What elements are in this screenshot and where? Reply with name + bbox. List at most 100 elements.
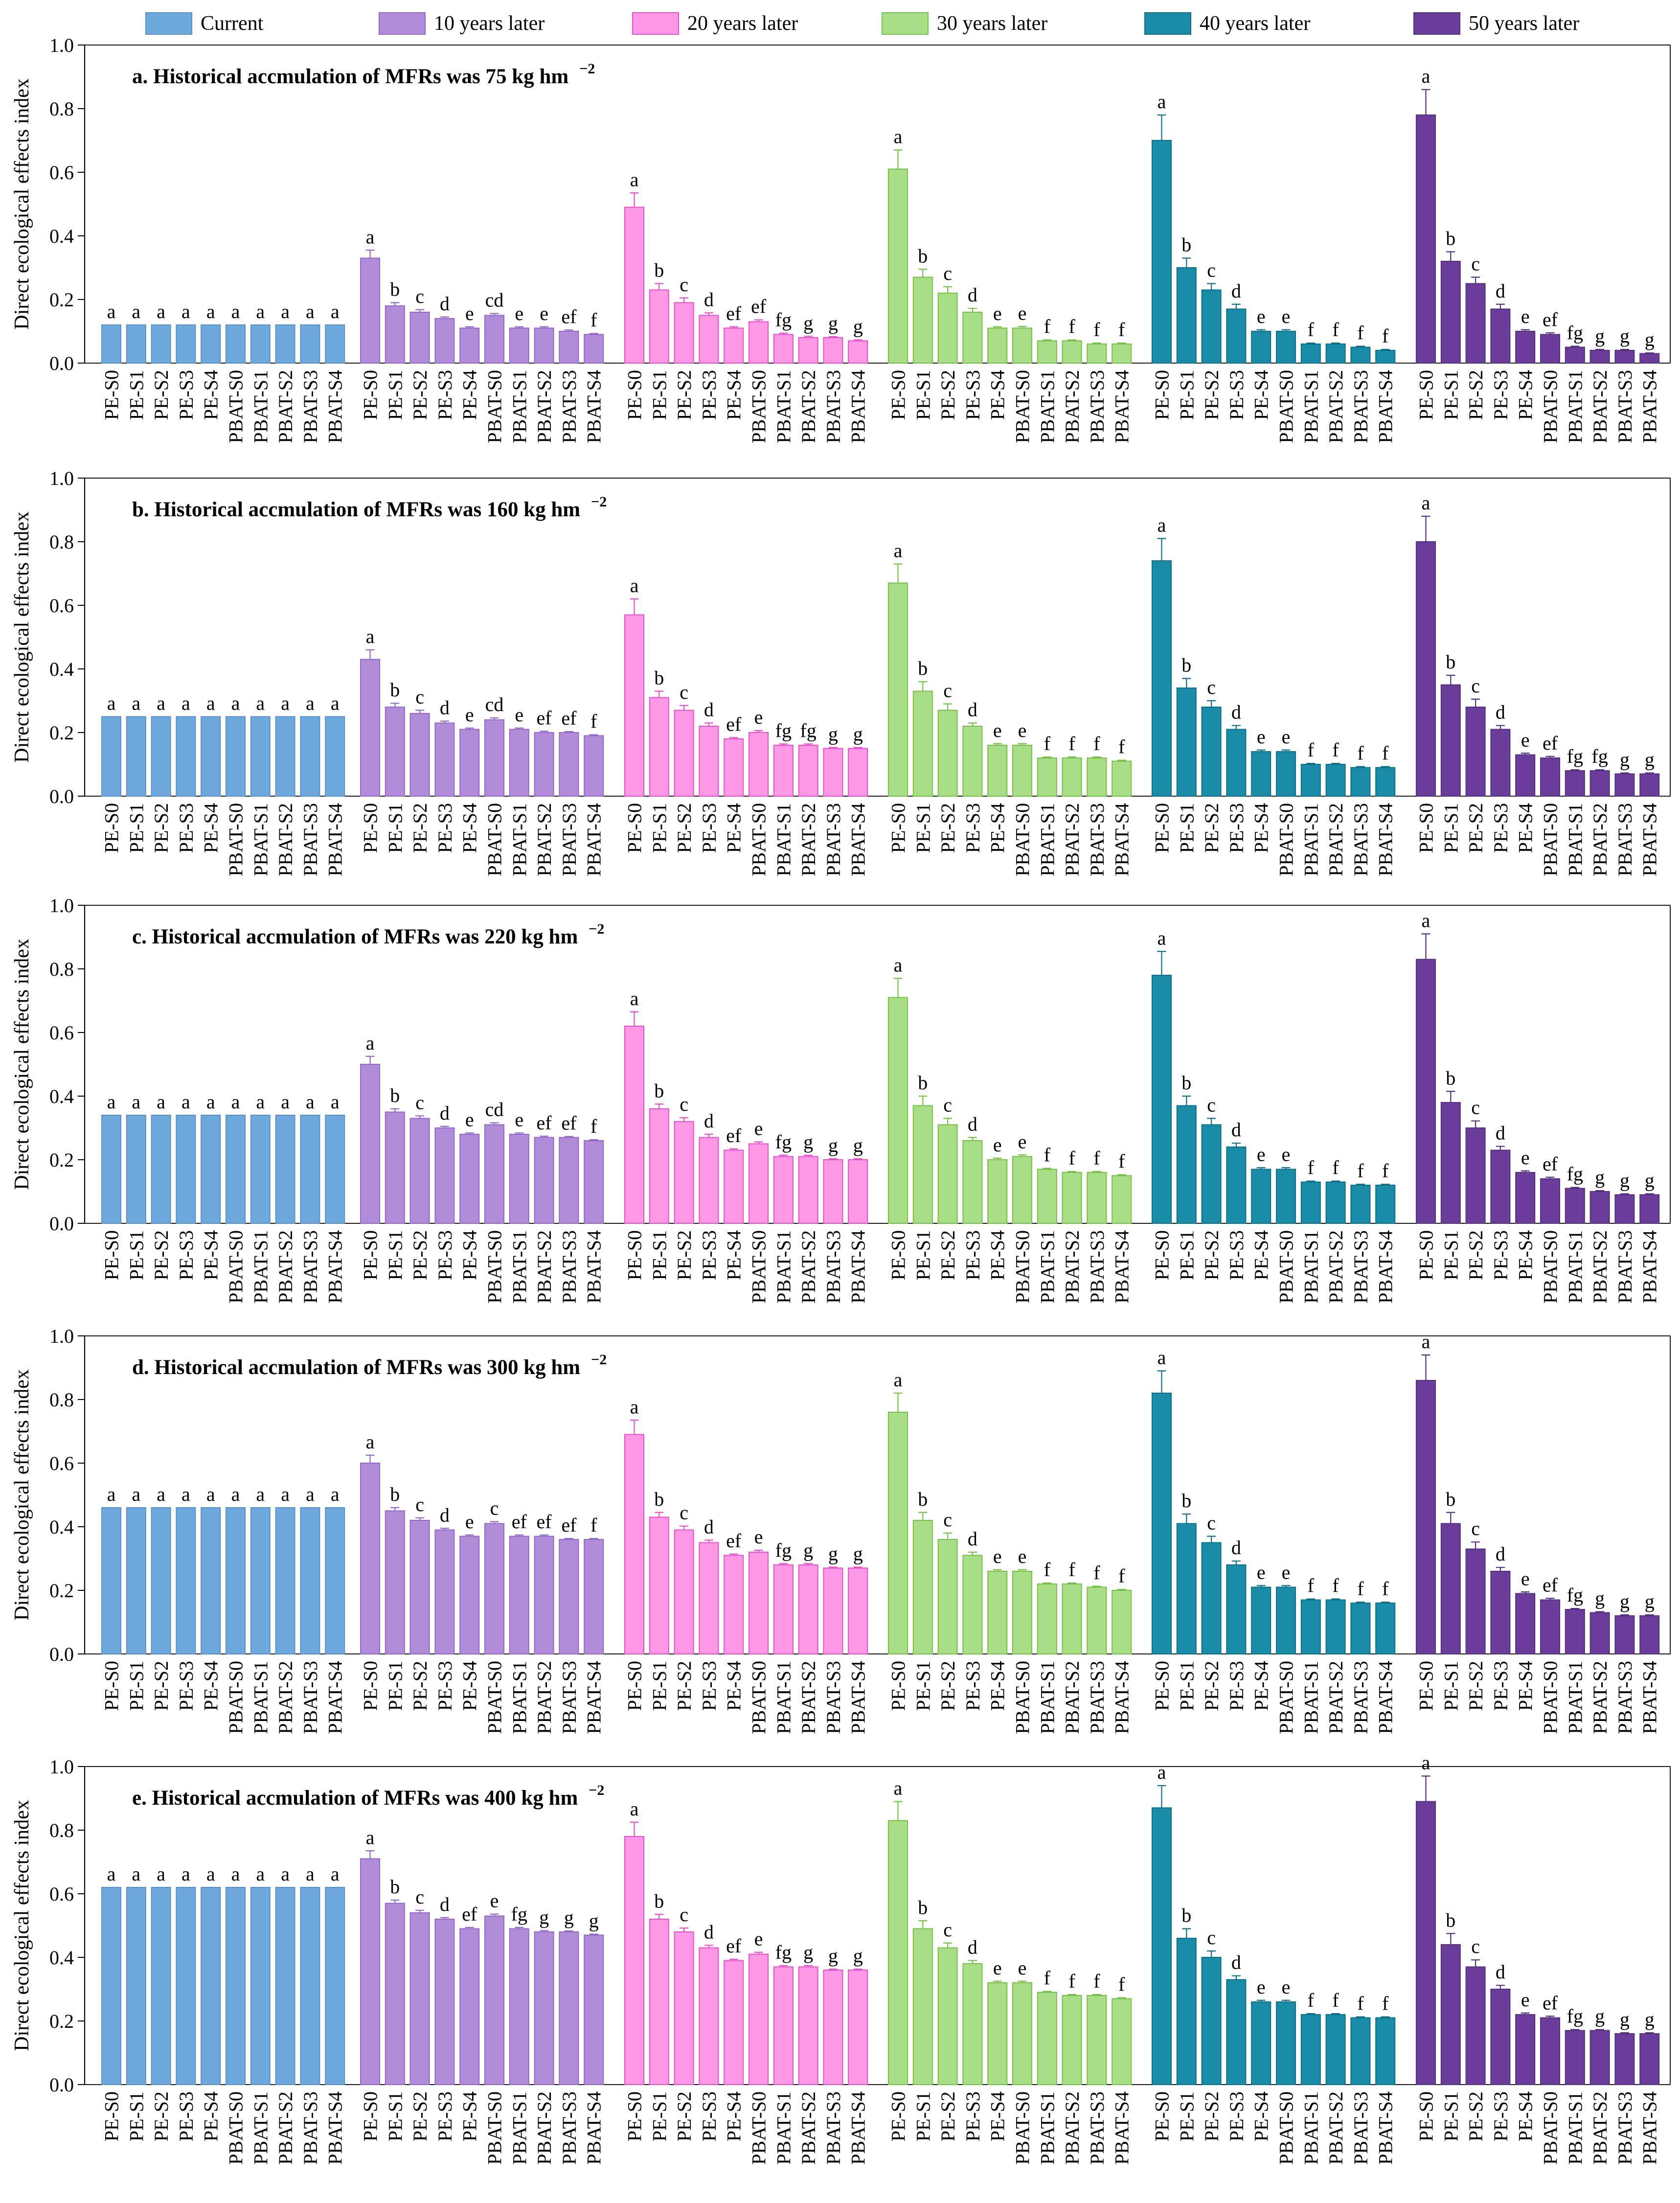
x-tick-label: PBAT-S1 [508,1661,530,1734]
x-tick-label: PE-S4 [987,803,1009,853]
bar [101,1115,121,1224]
significance-letter: g [828,1945,838,1967]
x-tick-label: PE-S4 [1515,1661,1537,1711]
x-tick-label: PE-S4 [200,1230,222,1280]
significance-letter: ef [561,707,577,729]
bar [201,1507,221,1654]
y-tick-label: 0.0 [49,352,74,374]
bar [1087,344,1107,364]
bar [559,1539,579,1654]
x-tick-label: PE-S4 [1515,370,1537,420]
x-tick-label: PBAT-S0 [484,803,506,876]
bar [1012,745,1032,797]
bar [962,1963,983,2085]
x-tick-label: PE-S0 [887,803,909,853]
significance-letter: c [415,1493,424,1515]
significance-letter: ef [726,302,742,324]
significance-letter: c [943,1094,952,1116]
y-tick-label: 0.0 [49,2074,74,2096]
significance-letter: a [281,300,290,322]
significance-letter: g [1620,1170,1630,1192]
panel-title: d. Historical accmulation of MFRs was 30… [132,1356,580,1379]
significance-letter: d [968,1113,977,1135]
significance-letter: e [1521,305,1530,327]
significance-letter: a [894,540,903,562]
significance-letter: cd [485,1099,504,1121]
x-tick-label: PBAT-S1 [508,803,530,876]
bar [101,716,121,797]
significance-letter: f [1357,322,1364,344]
significance-letter: a [157,1863,165,1885]
x-tick-label: PE-S3 [698,803,720,853]
x-tick-label: PE-S0 [624,370,646,420]
bar [1440,261,1461,364]
x-tick-label: PE-S2 [1465,370,1487,420]
bar [534,327,554,364]
significance-letter: ef [726,1530,742,1552]
significance-letter: c [1471,675,1480,697]
x-tick-label: PBAT-S4 [847,2091,869,2165]
bar [912,690,933,797]
significance-letter: f [590,309,597,331]
bar [1276,2001,1296,2085]
x-tick-label: PE-S4 [1250,803,1272,853]
significance-letter: a [256,300,265,322]
y-tick-label: 0.8 [49,98,74,120]
significance-letter: d [440,1102,450,1124]
significance-letter: cd [485,693,504,715]
significance-letter: d [704,1515,714,1538]
bar [1325,764,1346,797]
bar [1515,1593,1536,1654]
bar [962,1555,983,1654]
bar [151,324,171,364]
significance-letter: f [1357,1160,1364,1182]
bar [1416,1380,1436,1654]
legend-swatch [882,12,929,35]
x-tick-label: PBAT-S3 [1614,803,1636,876]
bar [1087,1586,1107,1654]
x-tick-label: PE-S1 [912,803,934,853]
x-tick-label: PE-S1 [384,803,406,853]
significance-letter: fg [1591,745,1608,767]
x-tick-label: PBAT-S2 [797,370,819,443]
x-tick-label: PBAT-S3 [1614,1661,1636,1734]
bar [509,729,529,797]
significance-letter: d [968,1936,977,1958]
bar [176,324,196,364]
bar [912,1928,933,2085]
x-tick-label: PE-S0 [101,1661,123,1711]
bar [1276,1169,1296,1224]
bar [912,1105,933,1224]
x-tick-label: PBAT-S1 [1036,1230,1058,1304]
significance-letter: g [803,1539,813,1561]
x-tick-label: PBAT-S1 [508,1230,530,1304]
significance-letter: fg [775,719,792,741]
bar [1152,560,1172,797]
x-tick-label: PE-S2 [409,1230,431,1280]
x-tick-label: PBAT-S4 [324,370,346,443]
significance-letter: a [366,1431,375,1453]
x-tick-label: PE-S1 [125,370,147,420]
bar [1152,975,1172,1224]
x-tick-label: PBAT-S0 [1012,370,1034,443]
significance-letter: b [654,667,664,689]
significance-letter: ef [751,296,767,318]
significance-letter: b [654,1488,664,1510]
significance-letter: b [654,1890,664,1912]
x-tick-label: PBAT-S0 [748,803,770,876]
bar [649,697,669,797]
bar [360,659,380,797]
legend-swatch [379,12,426,35]
significance-letter: d [704,1921,714,1943]
significance-letter: e [1282,1561,1291,1583]
significance-letter: fg [800,719,816,741]
bar [724,738,744,797]
significance-letter: fg [775,1539,792,1561]
x-tick-label: PE-S4 [459,2091,481,2141]
bar [1440,1102,1461,1224]
bar [1614,350,1635,364]
x-tick-label: PBAT-S1 [1036,370,1058,443]
bar [434,318,455,364]
x-tick-label: PBAT-S3 [558,1230,580,1304]
significance-letter: a [366,625,375,647]
